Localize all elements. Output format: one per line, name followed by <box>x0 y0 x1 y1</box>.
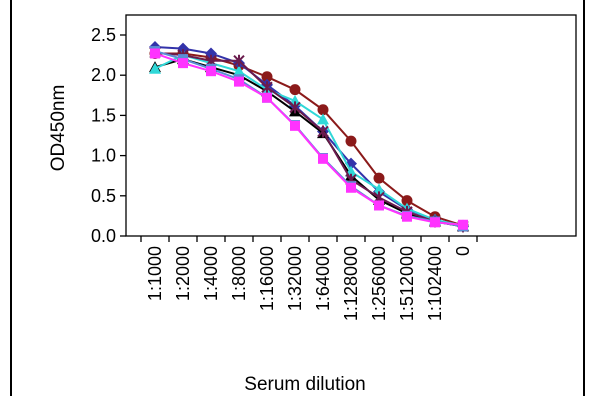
data-point <box>318 153 328 164</box>
data-point <box>317 125 329 138</box>
x-tick-label: 1:1000 <box>145 246 165 301</box>
series-line <box>154 52 464 226</box>
data-point <box>289 84 301 96</box>
data-point <box>430 217 440 228</box>
x-tick-label: 1:32000 <box>285 246 305 311</box>
data-point <box>262 92 272 103</box>
data-point <box>317 113 329 125</box>
series-layer <box>149 41 469 233</box>
y-tick-label: 0.5 <box>91 186 116 206</box>
x-tick-label: 1:128000 <box>341 246 361 321</box>
x-axis-title: Serum dilution <box>244 374 365 395</box>
x-tick-label: 0 <box>453 246 473 256</box>
data-point <box>317 104 329 116</box>
data-point <box>149 62 161 74</box>
data-point <box>290 120 300 131</box>
x-tick-label: 1:2000 <box>173 246 193 301</box>
data-point <box>289 101 301 114</box>
data-point <box>150 48 160 59</box>
series-line <box>154 54 464 227</box>
x-tick-label: 1:8000 <box>229 246 249 301</box>
data-point <box>234 76 244 87</box>
data-point <box>233 54 245 67</box>
data-point <box>373 183 385 195</box>
y-tick-label: 2.5 <box>91 25 116 45</box>
data-point <box>374 200 384 211</box>
data-point <box>206 66 216 77</box>
y-tick-label: 0.0 <box>91 226 116 246</box>
data-point <box>401 195 413 207</box>
x-tick-label: 1:256000 <box>369 246 389 321</box>
series-line <box>154 46 464 228</box>
y-axis-title: OD450nm <box>48 85 69 172</box>
y-tick-label: 1.5 <box>91 105 116 125</box>
x-tick-label: 1:512000 <box>397 246 417 321</box>
series-line <box>154 50 464 228</box>
data-point <box>261 71 273 83</box>
x-tick-label: 1:64000 <box>313 246 333 311</box>
data-point <box>261 81 273 94</box>
data-point <box>345 135 357 147</box>
series-line <box>155 52 464 227</box>
plot-area-border <box>125 14 577 237</box>
data-point <box>346 182 356 193</box>
x-tick-label: 1:4000 <box>201 246 221 301</box>
data-point <box>178 58 188 69</box>
y-axis-ticks: 0.0 0.5 1.0 1.5 2.0 2.5 <box>91 25 126 246</box>
x-axis-ticks: 1:1000 1:2000 1:4000 1:8000 1:16000 1:32000 1:… <box>140 236 478 321</box>
data-point <box>233 65 245 77</box>
x-tick-label: 1:102400 <box>425 246 445 321</box>
series-line <box>154 51 464 228</box>
data-point <box>458 219 468 230</box>
data-point <box>373 172 385 184</box>
y-tick-label: 2.0 <box>91 65 116 85</box>
data-point <box>402 211 412 222</box>
y-tick-label: 1.0 <box>91 146 116 166</box>
x-tick-label: 1:16000 <box>257 246 277 311</box>
